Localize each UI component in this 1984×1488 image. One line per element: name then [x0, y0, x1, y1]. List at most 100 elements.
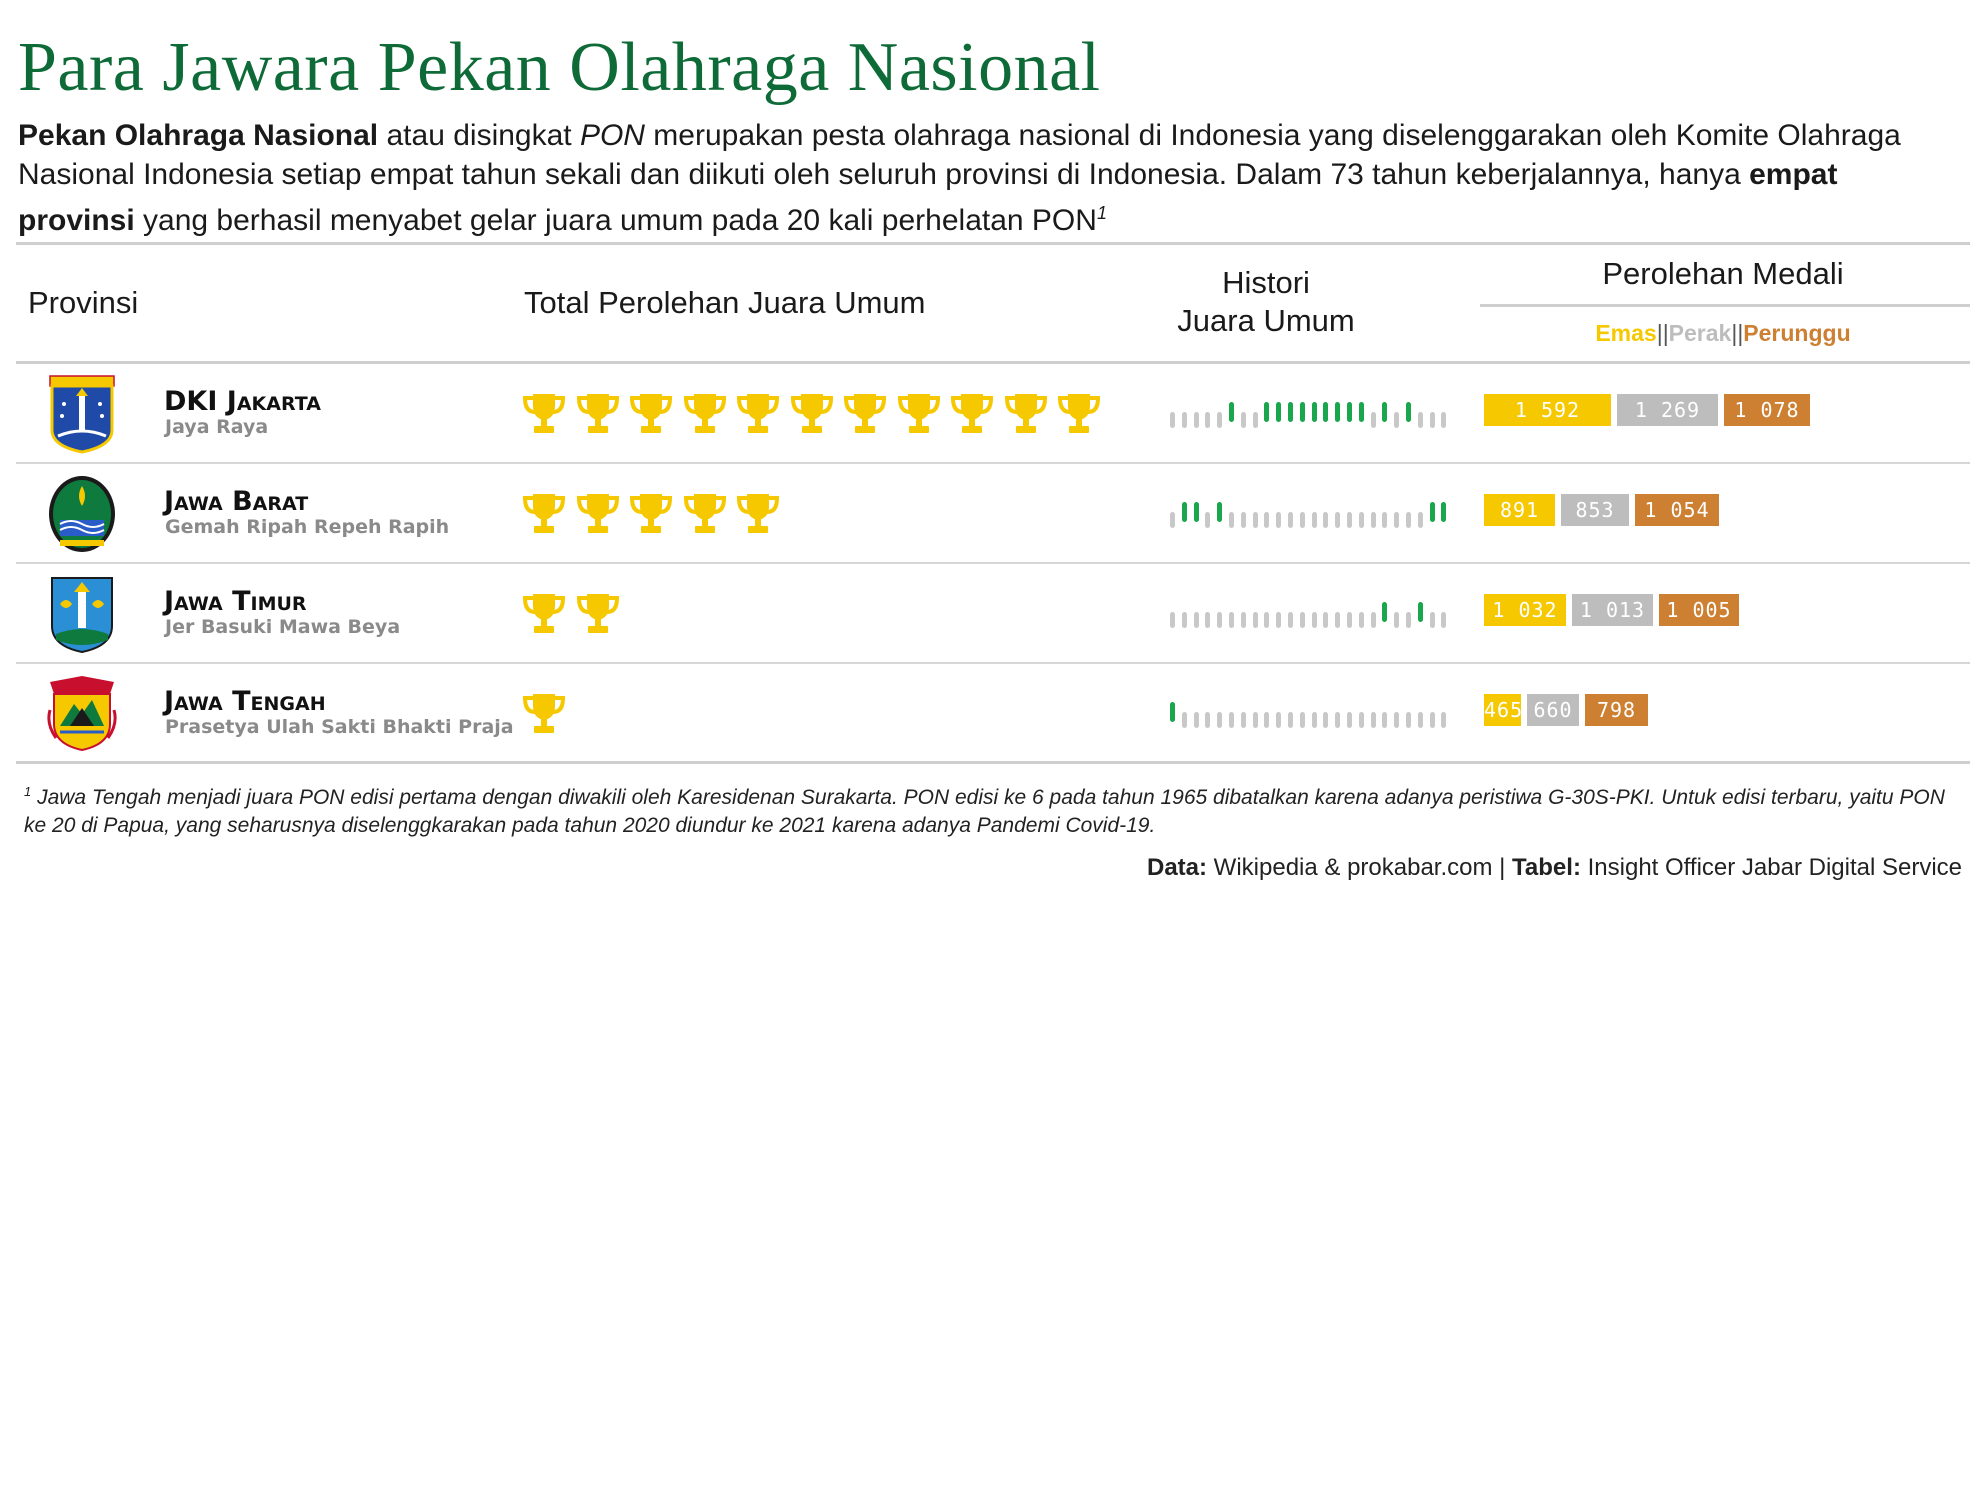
history-tick	[1335, 612, 1341, 628]
history-tick	[1441, 412, 1447, 428]
intro-footnote-mark: 1	[1096, 203, 1107, 223]
history-tick	[1311, 612, 1317, 628]
gold-medal-bar: 1 592	[1484, 394, 1611, 426]
intro-italic-pon: PON	[579, 119, 645, 152]
province-name: Jawa Barat	[164, 486, 309, 517]
history-tick	[1205, 512, 1211, 528]
history-tick-champion	[1170, 702, 1175, 722]
history-tick	[1276, 612, 1282, 628]
header-medals: Perolehan Medali	[1602, 256, 1844, 291]
history-tick	[1335, 512, 1341, 528]
trophy-icon	[950, 394, 994, 433]
gold-medal-bar: 1 032	[1484, 594, 1566, 626]
history-tick	[1252, 712, 1258, 728]
history-tick	[1370, 712, 1376, 728]
province-motto: Prasetya Ulah Sakti Bhakti Praja	[165, 716, 514, 738]
history-tick	[1217, 612, 1223, 628]
bronze-medal-bar: 1 005	[1659, 594, 1739, 626]
trophy-icon	[576, 494, 619, 533]
province-motto: Jer Basuki Mawa Beya	[165, 616, 401, 638]
header-history-line1: Histori	[1222, 265, 1310, 300]
history-tick	[1370, 412, 1376, 428]
history-tick-champion	[1382, 602, 1388, 622]
medal-legend: Emas||Perak||Perunggu	[1476, 320, 1970, 347]
gold-medal-bar: 891	[1484, 494, 1555, 526]
bronze-medal-bar: 1 078	[1724, 394, 1810, 426]
history-tick	[1288, 712, 1293, 728]
history-tick	[1394, 412, 1400, 428]
history-tick	[1441, 712, 1447, 728]
legend-silver: Perak	[1668, 320, 1732, 346]
jawa-tengah-crest-icon	[47, 676, 117, 752]
province-row: Jawa Barat Gemah Ripah Repeh Rapih 891 85…	[16, 464, 1970, 564]
history-tick	[1170, 412, 1175, 428]
province-row: Jawa Tengah Prasetya Ulah Sakti Bhakti P…	[16, 664, 1970, 764]
history-tick-champion	[1382, 402, 1388, 422]
intro-text-2: merupakan pesta olahraga nasional di Ind…	[18, 119, 1901, 191]
province-name: Jawa Timur	[164, 586, 307, 617]
trophy-icon	[683, 394, 726, 433]
history-tick-champion	[1441, 502, 1447, 522]
intro-text-3: yang berhasil menyabet gelar juara umum …	[134, 204, 1097, 237]
history-tick	[1335, 712, 1341, 728]
history-tick	[1406, 712, 1411, 728]
history-tick	[1240, 712, 1246, 728]
history-tick	[1229, 612, 1234, 628]
trophy-icon	[522, 394, 566, 433]
row-divider	[16, 562, 1970, 564]
intro-paragraph: Pekan Olahraga Nasional atau disingkat P…	[18, 116, 1948, 240]
history-tick-champion	[1264, 402, 1270, 422]
history-tick	[1429, 612, 1435, 628]
row-divider	[16, 462, 1970, 464]
row-divider	[16, 761, 1970, 764]
history-tick	[1370, 512, 1376, 528]
province-motto: Jaya Raya	[165, 416, 269, 438]
history-tick-champion	[1429, 502, 1435, 522]
legend-separator: ||	[1731, 320, 1744, 346]
history-tick	[1323, 612, 1329, 628]
province-motto: Gemah Ripah Repeh Rapih	[165, 516, 450, 538]
history-tick	[1417, 412, 1423, 428]
history-tick	[1252, 412, 1258, 428]
history-tick	[1193, 412, 1199, 428]
header-history: Histori Juara Umum	[1166, 264, 1366, 340]
history-tick	[1358, 612, 1364, 628]
history-tick	[1394, 712, 1400, 728]
history-tick	[1240, 412, 1246, 428]
trophy-icon	[683, 494, 726, 533]
history-tick	[1370, 612, 1376, 628]
trophy-icon	[736, 494, 780, 533]
header-province: Provinsi	[28, 285, 139, 320]
history-tick	[1417, 512, 1423, 528]
history-tick	[1311, 712, 1317, 728]
history-tick	[1217, 412, 1223, 428]
history-tick-champion	[1406, 402, 1411, 422]
history-tick	[1323, 512, 1329, 528]
page-title: Para Jawara Pekan Olahraga Nasional	[18, 29, 1101, 106]
province-name: DKI Jakarta	[164, 386, 321, 417]
history-tick	[1170, 512, 1175, 528]
history-tick	[1429, 412, 1435, 428]
history-tick	[1276, 712, 1282, 728]
history-tick-champion	[1299, 402, 1305, 422]
gold-medal-bar: 465	[1484, 694, 1521, 726]
history-tick	[1299, 612, 1305, 628]
history-tick	[1299, 712, 1305, 728]
footnote: 1 Jawa Tengah menjadi juara PON edisi pe…	[24, 778, 1954, 840]
footnote-mark: 1	[24, 784, 32, 799]
history-strip	[1170, 702, 1460, 730]
source-table-label: Tabel:	[1512, 854, 1581, 881]
trophy-icon	[629, 494, 673, 533]
history-tick-champion	[1347, 402, 1352, 422]
trophy-icon	[1057, 394, 1101, 433]
silver-medal-bar: 1 013	[1572, 594, 1653, 626]
history-tick-champion	[1335, 402, 1341, 422]
history-tick-champion	[1358, 402, 1364, 422]
history-tick-champion	[1193, 502, 1199, 522]
history-tick	[1229, 712, 1234, 728]
history-tick	[1406, 512, 1411, 528]
history-tick	[1417, 712, 1423, 728]
history-tick	[1429, 712, 1435, 728]
history-tick	[1252, 612, 1258, 628]
history-strip	[1170, 402, 1460, 430]
